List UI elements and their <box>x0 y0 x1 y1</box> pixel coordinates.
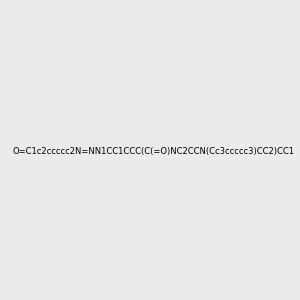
Text: O=C1c2ccccc2N=NN1CC1CCC(C(=O)NC2CCN(Cc3ccccc3)CC2)CC1: O=C1c2ccccc2N=NN1CC1CCC(C(=O)NC2CCN(Cc3c… <box>13 147 295 156</box>
